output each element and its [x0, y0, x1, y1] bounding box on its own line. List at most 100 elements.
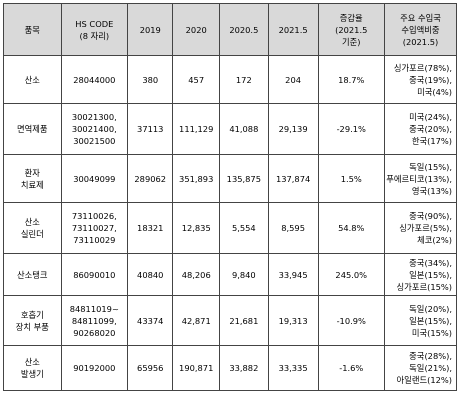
cell-share-line: 싱가포르(15%) — [396, 281, 452, 292]
header-item: 품목 — [3, 3, 62, 56]
header-hs-code-line: HS CODE — [75, 18, 114, 29]
header-2020: 2020 — [172, 3, 220, 56]
cell-increase: 54.8% — [317, 202, 385, 254]
cell-2020: 42,871 — [172, 295, 220, 346]
cell-increase: -29.1% — [317, 103, 385, 155]
cell-2019: 40840 — [127, 253, 174, 296]
cell-2020: 48,206 — [172, 253, 220, 296]
cell-increase: 1.5% — [317, 154, 385, 203]
cell-hs-code-line: 84811099, — [71, 315, 117, 326]
table-row: 산소탱크 86090010 40840 48,206 9,840 33,945 245.0%… — [3, 253, 458, 296]
cell-hs-code: 86090010 — [60, 253, 129, 296]
header-increase-line: (2021.5 — [335, 24, 368, 35]
cell-share: 싱가포르(78%), 중국(19%), 미국(4%) — [383, 55, 458, 104]
cell-2021-5: 33,335 — [267, 345, 319, 391]
cell-item: 면역제품 — [3, 103, 62, 155]
cell-item-line: 면역제품 — [17, 124, 48, 134]
cell-share-line: 싱가포르(78%), — [393, 62, 452, 73]
cell-hs-code-line: 30021300, — [71, 112, 117, 122]
cell-2020: 351,893 — [172, 154, 220, 203]
cell-share-line: 중국(28%), — [409, 351, 452, 361]
cell-item-line: 실린더 — [20, 229, 44, 239]
cell-hs-code-line: 30021500 — [73, 136, 116, 146]
cell-hs-code: 73110026, 73110027, 73110029 — [60, 202, 129, 254]
cell-2021-5: 29,139 — [267, 103, 319, 155]
header-2021-5: 2021.5 — [267, 3, 319, 56]
cell-share-line: 중국(34%), — [409, 257, 452, 268]
table-row: 면역제품 30021300, 30021400, 30021500 37113 111,1… — [3, 103, 458, 155]
cell-2021-5: 19,313 — [267, 295, 319, 346]
cell-increase: -10.9% — [317, 295, 385, 346]
table-row: 환자 치료제 30049099 289062 351,893 135,875 137,874… — [3, 154, 458, 203]
cell-increase: -1.6% — [317, 345, 385, 391]
cell-share-line: 체코(2%) — [417, 235, 452, 245]
header-share: 주요 수입국 수입액비중 (2021.5) — [383, 3, 458, 56]
cell-hs-code-line: 73110026, — [71, 211, 117, 221]
cell-hs-code-line: 86090010 — [73, 269, 116, 280]
cell-share: 중국(34%), 일본(15%), 싱가포르(15%) — [383, 253, 458, 296]
cell-2020-5: 21,681 — [218, 295, 269, 346]
cell-item-line: 환자 — [24, 167, 40, 178]
header-share-line: 주요 수입국 — [400, 12, 441, 23]
cell-2019: 43374 — [127, 295, 174, 346]
cell-hs-code-line: 73110029 — [73, 235, 116, 245]
cell-hs-code: 30021300, 30021400, 30021500 — [60, 103, 129, 155]
cell-hs-code-line: 30049099 — [73, 173, 116, 184]
header-2020-5: 2020.5 — [218, 3, 269, 56]
cell-2020-5: 5,554 — [218, 202, 269, 254]
cell-2021-5: 137,874 — [267, 154, 319, 203]
cell-share: 중국(28%), 독일(21%), 아일랜드(12%) — [383, 345, 458, 391]
cell-share-line: 미국(15%) — [411, 327, 452, 338]
cell-increase: 18.7% — [317, 55, 385, 104]
cell-2019: 37113 — [127, 103, 174, 155]
cell-hs-code: 90192000 — [60, 345, 129, 391]
cell-share-line: 푸에르티코(13%), — [386, 173, 452, 184]
cell-share-line: 독일(20%), — [409, 303, 452, 314]
table-row: 산소 실린더 73110026, 73110027, 73110029 18321 12,8… — [3, 202, 458, 254]
cell-item-line: 산소 — [24, 74, 40, 85]
cell-2021-5: 33,945 — [267, 253, 319, 296]
cell-hs-code-line: 84811019~ — [69, 303, 119, 314]
cell-2020: 457 — [172, 55, 220, 104]
cell-share-line: 중국(90%), — [409, 211, 452, 221]
cell-share-line: 중국(19%), — [409, 74, 452, 85]
cell-share: 미국(24%), 중국(20%), 한국(17%) — [383, 103, 458, 155]
cell-item: 산소 — [3, 55, 62, 104]
header-increase-line: 기준) — [341, 36, 361, 47]
cell-share-line: 미국(24%), — [409, 112, 452, 122]
header-increase-line: 증감율 — [339, 12, 363, 23]
cell-2020: 190,871 — [172, 345, 220, 391]
cell-hs-code: 30049099 — [60, 154, 129, 203]
table-row: 호흡기 장치 부품 84811019~ 84811099, 90268020 43374 4… — [3, 295, 458, 346]
cell-share-line: 일본(15%), — [409, 269, 452, 280]
import-table: 품목 HS CODE (8 자리) 2019 2020 2020.5 2021.… — [3, 3, 458, 391]
header-hs-code: HS CODE (8 자리) — [60, 3, 129, 56]
header-hs-code-line: (8 자리) — [79, 30, 110, 41]
cell-2019: 289062 — [127, 154, 174, 203]
cell-2019: 18321 — [127, 202, 174, 254]
cell-share: 중국(90%), 싱가포르(5%), 체코(2%) — [383, 202, 458, 254]
cell-share-line: 독일(21%), — [409, 363, 452, 373]
cell-item: 호흡기 장치 부품 — [3, 295, 62, 346]
cell-item: 산소탱크 — [3, 253, 62, 296]
cell-hs-code-line: 73110027, — [71, 223, 117, 233]
header-share-line: (2021.5) — [402, 36, 439, 47]
cell-2019: 65956 — [127, 345, 174, 391]
cell-share-line: 한국(17%) — [411, 136, 452, 146]
cell-2021-5: 204 — [267, 55, 319, 104]
header-increase: 증감율 (2021.5 기준) — [317, 3, 385, 56]
cell-2020-5: 9,840 — [218, 253, 269, 296]
cell-share-line: 영국(13%) — [411, 185, 452, 196]
cell-increase: 245.0% — [317, 253, 385, 296]
cell-share-line: 미국(4%) — [417, 86, 452, 97]
header-2019: 2019 — [127, 3, 174, 56]
cell-2020-5: 33,882 — [218, 345, 269, 391]
cell-2020-5: 41,088 — [218, 103, 269, 155]
header-share-line: 수입액비중 — [401, 24, 440, 35]
cell-item-line: 산소 — [24, 217, 40, 227]
cell-2020-5: 172 — [218, 55, 269, 104]
cell-item: 산소 발생기 — [3, 345, 62, 391]
table-row: 산소 발생기 90192000 65956 190,871 33,882 33,335 -1.… — [3, 345, 458, 391]
header-row: 품목 HS CODE (8 자리) 2019 2020 2020.5 2021.… — [3, 3, 458, 56]
